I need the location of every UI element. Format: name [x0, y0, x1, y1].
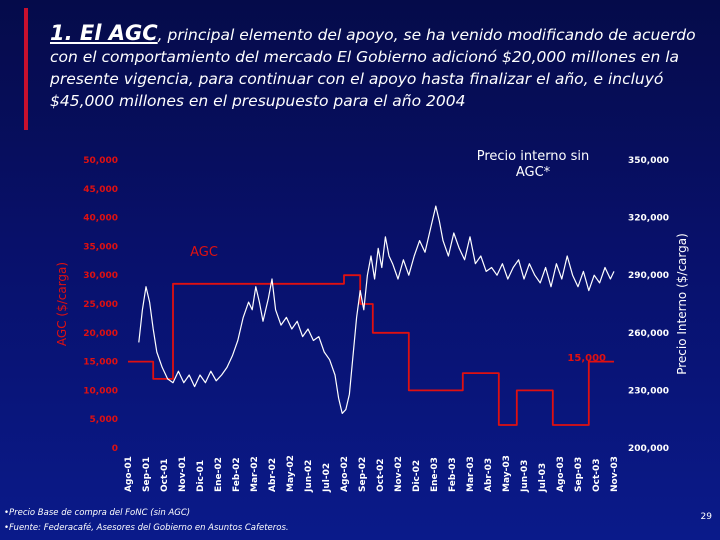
precio-interno-series-line: [138, 205, 615, 414]
title-accent-bar: [24, 8, 28, 130]
left-tick-label: 25,000: [83, 300, 118, 310]
footnote-1: •Precio Base de compra del FoNC (sin AGC…: [4, 508, 191, 518]
x-tick-label: Mar-02: [250, 456, 260, 492]
x-tick-label: Jul-02: [322, 463, 332, 493]
left-tick-label: 15,000: [83, 358, 118, 368]
left-tick-label: 50,000: [83, 156, 118, 166]
title-lead: 1. El AGC: [50, 21, 158, 45]
left-tick-label: 20,000: [83, 329, 118, 339]
slide-title: 1. El AGC, principal elemento del apoyo,…: [50, 22, 700, 112]
x-tick-label: Jun-03: [520, 460, 530, 493]
series-group: [128, 205, 615, 426]
x-tick-label: Nov-01: [178, 456, 188, 492]
x-tick-label: Ene-03: [430, 457, 440, 492]
precio-interno-label: Precio interno sin: [477, 149, 590, 164]
precio-interno-label: AGC*: [516, 165, 551, 180]
x-tick-label: Dic-01: [196, 460, 206, 492]
right-tick-label: 350,000: [628, 156, 669, 166]
x-tick-label: Oct-03: [592, 458, 602, 492]
left-tick-label: 40,000: [83, 214, 118, 224]
x-tick-label: Feb-02: [232, 457, 242, 492]
x-tick-label: Sep-03: [574, 457, 584, 492]
x-tick-label: Sep-02: [358, 457, 368, 492]
right-tick-label: 260,000: [628, 329, 669, 339]
x-tick-label: Sep-01: [142, 457, 152, 492]
right-tick-label: 290,000: [628, 271, 669, 281]
x-tick-label: Mar-03: [466, 456, 476, 492]
title-text: , principal elemento del apoyo, se ha ve…: [50, 26, 696, 110]
axes-group: 0 5,000 10,000 15,000 20,000 25,000 30,000 35,0…: [55, 156, 689, 493]
x-tick-label: Abr-03: [484, 458, 494, 492]
y-axis-right-title: Precio Interno ($/carga): [675, 233, 689, 375]
agc-series-line: [128, 274, 614, 426]
footnote-2: •Fuente: Federacafé, Asesores del Gobier…: [4, 523, 289, 533]
x-tick-label: Nov-02: [394, 456, 404, 492]
x-tick-label: Ago-02: [340, 456, 350, 492]
x-tick-label: Dic-02: [412, 460, 422, 492]
x-tick-label: Ene-02: [214, 457, 224, 492]
x-tick-label: May-02: [286, 455, 296, 492]
left-tick-label: 0: [112, 444, 118, 454]
left-tick-label: 10,000: [83, 386, 118, 396]
left-tick-label: 30,000: [83, 271, 118, 281]
x-tick-label: May-03: [502, 455, 512, 492]
page-number: 29: [700, 512, 712, 522]
x-tick-label: Oct-01: [160, 458, 170, 492]
x-tick-label: Feb-03: [448, 457, 458, 492]
x-tick-label: Ago-01: [124, 456, 134, 492]
left-tick-label: 45,000: [83, 185, 118, 195]
x-tick-label: Nov-03: [610, 456, 620, 492]
right-tick-label: 200,000: [628, 444, 669, 454]
left-tick-label: 35,000: [83, 242, 118, 252]
x-tick-label: Oct-02: [376, 458, 386, 492]
footnotes: •Precio Base de compra del FoNC (sin AGC…: [4, 506, 289, 536]
agc-end-value-label: 15,000: [567, 353, 606, 364]
x-tick-label: Jun-02: [304, 460, 314, 493]
x-tick-label: Jul-03: [538, 463, 548, 493]
y-axis-left-title: AGC ($/carga): [55, 262, 69, 346]
right-tick-label: 230,000: [628, 386, 669, 396]
right-tick-label: 320,000: [628, 214, 669, 224]
x-tick-label: Ago-03: [556, 456, 566, 492]
x-tick-label: Abr-02: [268, 458, 278, 492]
agc-label: AGC: [190, 245, 218, 260]
left-tick-label: 5,000: [90, 415, 118, 425]
